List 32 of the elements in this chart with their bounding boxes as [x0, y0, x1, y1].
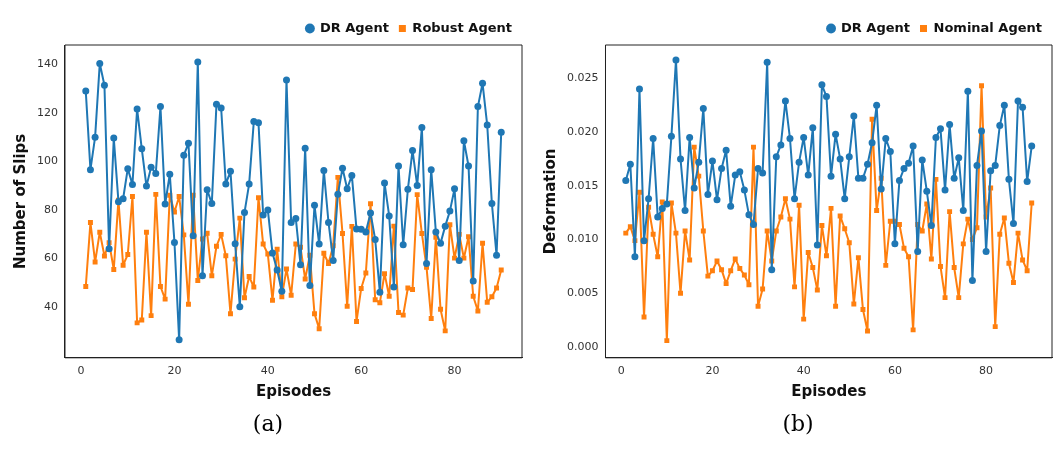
- x-tick-label: 80: [979, 364, 994, 378]
- y-tick-label: 120: [37, 105, 58, 119]
- y-tick-label: 0.020: [566, 124, 599, 138]
- text: (a): [252, 411, 284, 436]
- y-tick-label: 0.000: [566, 339, 599, 353]
- legend-label: Nominal Agent: [933, 19, 1043, 35]
- legend-label: Robust Agent: [412, 19, 513, 35]
- y-axis-title: Deformation: [540, 148, 559, 255]
- x-tick-label: 20: [705, 364, 720, 378]
- x-tick-label: 40: [260, 364, 275, 378]
- y-tick-label: 0.025: [566, 71, 599, 85]
- y-tick-label: 0.015: [566, 178, 599, 192]
- y-tick-label: 80: [44, 202, 58, 216]
- y-tick-label: 40: [44, 299, 58, 313]
- x-axis-title: Episodes: [255, 381, 332, 400]
- x-axis-title: Episodes: [791, 381, 867, 400]
- text: (b): [782, 411, 814, 436]
- y-tick-label: 60: [44, 251, 58, 265]
- y-axis-title: Number of Slips: [10, 133, 29, 269]
- legend-label: DR Agent: [841, 19, 911, 35]
- x-tick-label: 0: [617, 364, 625, 378]
- y-tick-label: 0.010: [566, 232, 599, 246]
- y-tick-label: 0.005: [566, 286, 599, 300]
- x-tick-label: 0: [77, 364, 85, 378]
- x-tick-label: 80: [447, 364, 462, 378]
- y-tick-label: 140: [37, 57, 58, 71]
- x-tick-label: 40: [796, 364, 811, 378]
- legend-label: DR Agent: [319, 19, 389, 35]
- y-tick-label: 100: [37, 154, 58, 168]
- x-tick-label: 20: [167, 364, 182, 378]
- x-tick-label: 60: [354, 364, 369, 378]
- x-tick-label: 60: [887, 364, 902, 378]
